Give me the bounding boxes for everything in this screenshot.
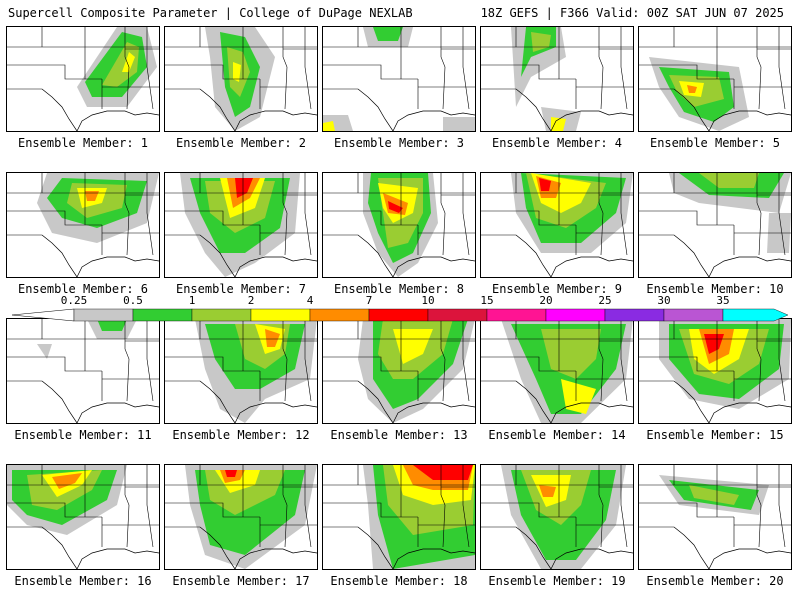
ensemble-member-label: Ensemble Member: 19 [488,574,626,588]
legend-swatch [368,308,429,322]
ensemble-map-panel [322,26,476,132]
legend-swatch [427,308,488,322]
ensemble-member-label: Ensemble Member: 20 [646,574,784,588]
ensemble-map-panel [322,318,476,424]
ensemble-map-panel [6,26,160,132]
scp-field-map [165,27,317,131]
scp-field-map [7,27,159,131]
legend-tick-label: 35 [716,294,730,307]
ensemble-member-label: Ensemble Member: 16 [14,574,152,588]
legend-swatch [191,308,252,322]
legend-swatch [250,308,311,322]
ensemble-map-panel [480,464,634,570]
ensemble-map-panel [164,318,318,424]
ensemble-map-panel [164,464,318,570]
ensemble-member-label: Ensemble Member: 10 [646,282,784,296]
scp-field-map [323,173,475,277]
ensemble-member-label: Ensemble Member: 15 [646,428,784,442]
legend-tick-label: 0.5 [123,294,143,307]
legend-bar [12,308,788,322]
ensemble-member-label: Ensemble Member: 17 [172,574,310,588]
legend-arrow-left [12,308,75,322]
scp-field-map [639,173,791,277]
ensemble-map-panel [480,172,634,278]
scp-field-map [639,465,791,569]
ensemble-map-panel [638,318,792,424]
ensemble-member-label: Ensemble Member: 6 [17,282,149,296]
legend-swatch [604,308,665,322]
scp-field-map [165,465,317,569]
legend-swatch [132,308,193,322]
ensemble-map-panel [164,172,318,278]
legend-swatch [486,308,547,322]
ensemble-map-panel [6,464,160,570]
scp-field-map [7,465,159,569]
legend-swatch [545,308,606,322]
scp-field-map [7,319,159,423]
scp-field-map [323,27,475,131]
legend-tick-label: 7 [365,294,373,307]
scp-field-map [323,465,475,569]
ensemble-member-label: Ensemble Member: 5 [649,136,781,150]
legend-tick-label: 20 [539,294,553,307]
ensemble-member-label: Ensemble Member: 1 [17,136,149,150]
scp-field-map [481,465,633,569]
legend-tick-label: 10 [421,294,435,307]
scp-field-map [481,27,633,131]
legend-tick-label: 2 [247,294,255,307]
scp-field-map [481,319,633,423]
legend-swatch [722,308,788,322]
legend-swatch [73,308,134,322]
ensemble-member-label: Ensemble Member: 3 [333,136,465,150]
ensemble-member-label: Ensemble Member: 12 [172,428,310,442]
page-title: Supercell Composite Parameter | College … [8,6,413,20]
ensemble-member-label: Ensemble Member: 2 [175,136,307,150]
legend-tick-label: 15 [480,294,494,307]
legend-tick-label: 1 [188,294,196,307]
legend-tick-label: 30 [657,294,671,307]
color-scale-legend: 0.25 0.5 1 2 4 7 10 15 20 25 30 35 [12,294,788,324]
legend-tick-label: 25 [598,294,612,307]
ensemble-map-panel [6,172,160,278]
ensemble-map-panel [480,26,634,132]
scp-field-map [165,173,317,277]
ensemble-member-label: Ensemble Member: 9 [491,282,623,296]
ensemble-member-label: Ensemble Member: 18 [330,574,468,588]
scp-field-map [165,319,317,423]
ensemble-map-panel [322,172,476,278]
ensemble-map-panel [164,26,318,132]
ensemble-map-panel [6,318,160,424]
ensemble-member-label: Ensemble Member: 13 [330,428,468,442]
ensemble-map-panel [638,26,792,132]
ensemble-map-panel [322,464,476,570]
ensemble-member-label: Ensemble Member: 14 [488,428,626,442]
scp-field-map [481,173,633,277]
ensemble-member-label: Ensemble Member: 7 [175,282,307,296]
legend-tick-label: 0.25 [60,294,88,307]
scp-field-map [639,27,791,131]
scp-field-map [7,173,159,277]
ensemble-member-label: Ensemble Member: 8 [333,282,465,296]
ensemble-map-panel [638,464,792,570]
ensemble-map-panel [480,318,634,424]
legend-swatch [663,308,724,322]
legend-swatch [309,308,370,322]
scp-field-map [639,319,791,423]
ensemble-member-label: Ensemble Member: 11 [14,428,152,442]
legend-tick-label: 4 [306,294,314,307]
valid-time: 18Z GEFS | F366 Valid: 00Z SAT JUN 07 20… [480,6,784,20]
scp-field-map [323,319,475,423]
ensemble-member-label: Ensemble Member: 4 [491,136,623,150]
ensemble-map-panel [638,172,792,278]
